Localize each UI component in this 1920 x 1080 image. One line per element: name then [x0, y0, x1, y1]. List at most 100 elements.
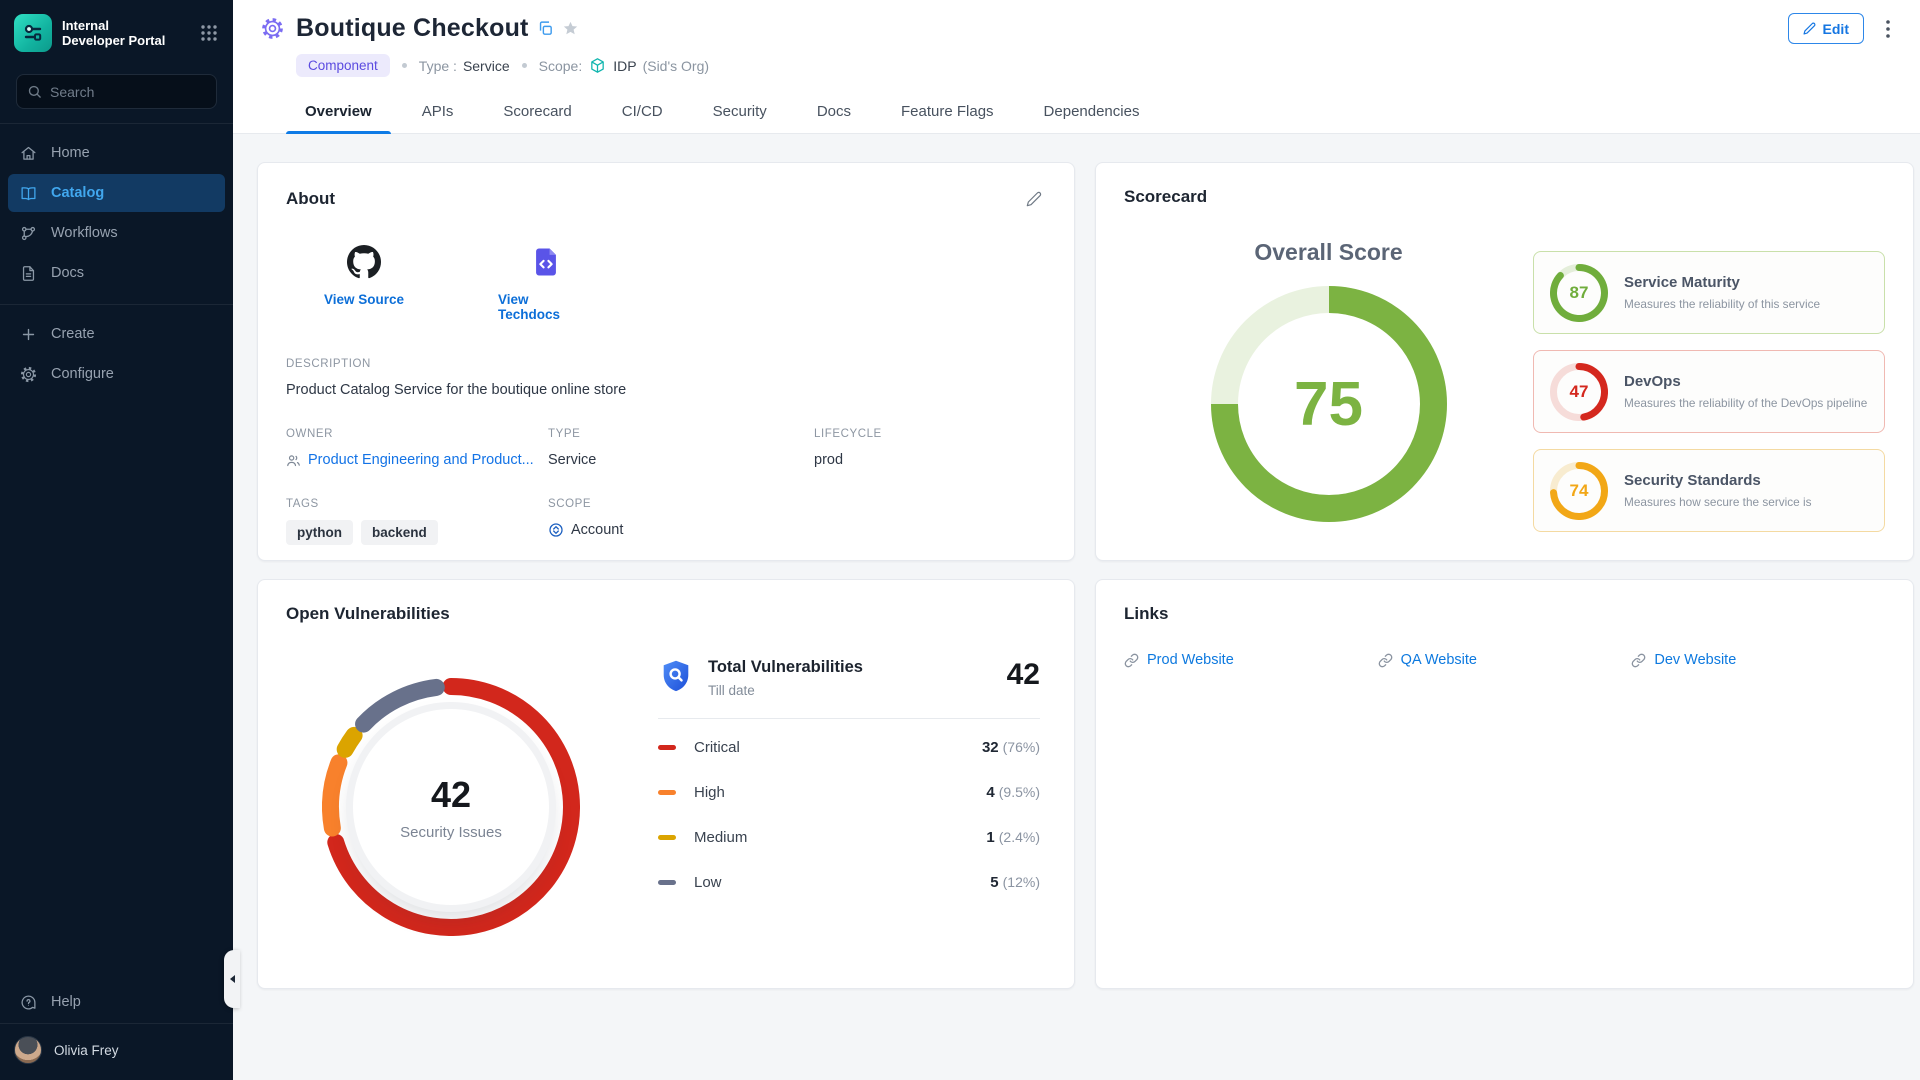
help-icon: [20, 993, 38, 1011]
sidebar-item-label: Home: [51, 145, 90, 161]
scorecard-item-service-maturity[interactable]: 87 Service Maturity Measures the reliabi…: [1533, 251, 1885, 334]
scorecard-item-description: Measures the reliability of the DevOps p…: [1624, 396, 1867, 410]
sidebar-item-label: Help: [51, 994, 81, 1010]
about-card: About View Source: [257, 162, 1075, 561]
kind-badge: Component: [296, 54, 390, 77]
app-logo[interactable]: Internal Developer Portal: [0, 0, 233, 64]
link-qa-website[interactable]: QA Website: [1378, 652, 1632, 668]
sidebar-item-docs[interactable]: Docs: [8, 254, 225, 292]
view-source-link[interactable]: View Source: [316, 245, 412, 322]
sidebar-item-help[interactable]: Help: [8, 983, 225, 1021]
scorecard-item-security-standards[interactable]: 74 Security Standards Measures how secur…: [1533, 449, 1885, 532]
account-scope-icon: [548, 522, 564, 538]
entity-gear-icon: [261, 17, 284, 40]
scope-org: (Sid's Org): [643, 58, 709, 74]
type-value: Service: [463, 58, 510, 74]
apps-grid-icon[interactable]: [199, 23, 219, 43]
vulnerabilities-donut-center: 42 Security Issues: [353, 709, 549, 905]
techdocs-icon: [529, 245, 563, 279]
about-title: About: [286, 189, 335, 209]
plus-icon: [20, 325, 38, 343]
scope-cube-icon: [589, 57, 606, 74]
severity-row-high: High 4(9.5%): [658, 770, 1040, 815]
overall-score-donut: 75: [1211, 286, 1447, 522]
user-menu[interactable]: Olivia Frey: [0, 1024, 233, 1080]
dot-separator: [402, 63, 407, 68]
tab-feature-flags[interactable]: Feature Flags: [876, 91, 1019, 133]
sidebar-item-catalog[interactable]: Catalog: [8, 174, 225, 212]
workflows-icon: [20, 224, 38, 242]
scope-label: Scope:: [539, 58, 583, 74]
tab-docs[interactable]: Docs: [792, 91, 876, 133]
lifecycle-label: LIFECYCLE: [814, 428, 1046, 440]
content-grid: About View Source: [233, 134, 1920, 1080]
search-box[interactable]: [16, 74, 217, 109]
owner-label: OWNER: [286, 428, 548, 440]
type-label: TYPE: [548, 428, 814, 440]
vulnerabilities-donut: 42 Security Issues: [322, 678, 580, 936]
tag-chip[interactable]: python: [286, 520, 353, 545]
tab-overview[interactable]: Overview: [280, 91, 397, 133]
severity-row-critical: Critical 32(76%): [658, 725, 1040, 770]
description-value: Product Catalog Service for the boutique…: [286, 382, 1046, 398]
page-header: Boutique Checkout: [233, 0, 1920, 134]
about-edit-icon[interactable]: [1022, 187, 1046, 211]
tab-cicd[interactable]: CI/CD: [597, 91, 688, 133]
overall-score-label: Overall Score: [1254, 239, 1402, 266]
search-input[interactable]: [50, 84, 200, 100]
type-label: Type :: [419, 58, 457, 74]
shield-scan-icon: [658, 658, 694, 694]
sidebar-actions: Create Configure: [0, 305, 233, 405]
tab-apis[interactable]: APIs: [397, 91, 479, 133]
security-standards-donut: 74: [1550, 462, 1608, 520]
scorecard-item-name: DevOps: [1624, 373, 1867, 390]
tab-scorecard[interactable]: Scorecard: [478, 91, 596, 133]
scorecard-title: Scorecard: [1124, 187, 1885, 207]
sidebar-spacer: [0, 405, 233, 975]
catalog-icon: [20, 184, 38, 202]
edit-button[interactable]: Edit: [1788, 13, 1864, 44]
sidebar-item-create[interactable]: Create: [8, 315, 225, 353]
sidebar-item-workflows[interactable]: Workflows: [8, 214, 225, 252]
critical-dash-icon: [658, 745, 676, 750]
sidebar-item-label: Docs: [51, 265, 84, 281]
owner-group-icon: [286, 453, 301, 468]
kebab-menu-icon[interactable]: [1882, 16, 1894, 42]
link-icon: [1124, 653, 1139, 668]
scorecard-item-description: Measures the reliability of this service: [1624, 297, 1820, 311]
scope-value: IDP: [613, 58, 636, 74]
copy-icon[interactable]: [533, 16, 558, 41]
sidebar: Internal Developer Portal: [0, 0, 233, 1080]
docs-icon: [20, 264, 38, 282]
view-techdocs-link[interactable]: View Techdocs: [498, 245, 594, 322]
tab-dependencies[interactable]: Dependencies: [1019, 91, 1165, 133]
sidebar-item-label: Create: [51, 326, 95, 342]
sidebar-item-home[interactable]: Home: [8, 134, 225, 172]
total-vulnerabilities-subtitle: Till date: [708, 683, 863, 698]
total-vulnerabilities-count: 42: [1007, 658, 1040, 692]
security-issues-count: 42: [431, 774, 471, 816]
search-icon: [27, 84, 42, 99]
owner-link[interactable]: Product Engineering and Product...: [308, 452, 534, 468]
entity-meta: Component Type : Service Scope: IDP (Sid…: [233, 44, 1920, 77]
avatar: [14, 1036, 42, 1064]
scorecard-list: 87 Service Maturity Measures the reliabi…: [1533, 251, 1885, 532]
star-icon[interactable]: [558, 16, 583, 41]
link-dev-website[interactable]: Dev Website: [1631, 652, 1885, 668]
link-prod-website[interactable]: Prod Website: [1124, 652, 1378, 668]
sidebar-item-label: Configure: [51, 366, 114, 382]
scorecard-item-devops[interactable]: 47 DevOps Measures the reliability of th…: [1533, 350, 1885, 433]
scope-value: Account: [571, 522, 623, 538]
links-card: Links Prod Website QA: [1095, 579, 1914, 989]
sidebar-item-label: Catalog: [51, 185, 104, 201]
tab-security[interactable]: Security: [688, 91, 792, 133]
sidebar-footer: Help: [0, 975, 233, 1023]
sidebar-item-configure[interactable]: Configure: [8, 355, 225, 393]
logo-icon: [14, 14, 52, 52]
tag-chip[interactable]: backend: [361, 520, 438, 545]
main-area: Boutique Checkout: [233, 0, 1920, 1080]
gear-icon: [20, 365, 38, 383]
sidebar-collapse-handle[interactable]: [224, 950, 240, 1008]
links-title: Links: [1124, 604, 1885, 624]
total-vulnerabilities-title: Total Vulnerabilities: [708, 658, 863, 677]
